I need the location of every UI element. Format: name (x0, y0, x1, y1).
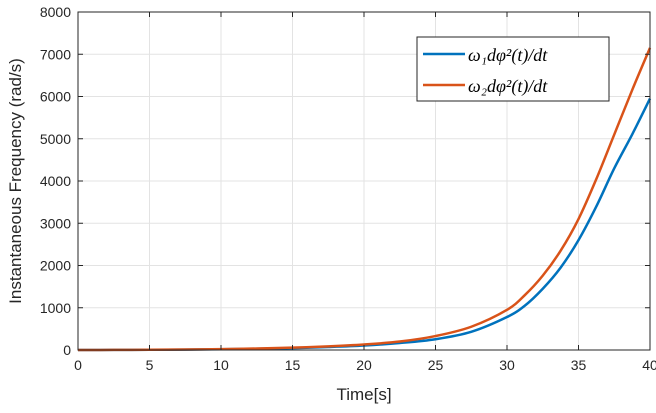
y-tick-label-6: 6000 (40, 89, 71, 105)
y-tick-label-5: 5000 (40, 131, 71, 147)
y-tick-label-7: 7000 (40, 46, 71, 62)
legend-entry-series-1: ω₁dφ²(t)/dt (468, 45, 548, 66)
series-line-2 (77, 47, 652, 352)
ticks (77, 11, 651, 351)
x-tick-label-5: 25 (428, 357, 444, 373)
x-axis-label: Time[s] (336, 385, 391, 404)
y-tick-labels: 0 1000 2000 3000 4000 5000 6000 7000 8000 (40, 4, 71, 358)
x-tick-label-2: 10 (213, 357, 229, 373)
series-lines (77, 47, 652, 352)
x-tick-label-6: 30 (499, 357, 515, 373)
y-tick-label-3: 3000 (40, 215, 71, 231)
x-tick-label-4: 20 (356, 357, 372, 373)
y-axis-label: Instantaneous Frequency (rad/s) (6, 58, 25, 304)
x-tick-label-3: 15 (285, 357, 301, 373)
legend: ω₁dφ²(t)/dt ω₂dφ²(t)/dt (416, 36, 610, 102)
y-tick-label-0: 0 (63, 342, 71, 358)
x-tick-label-8: 40 (642, 357, 656, 373)
x-tick-labels: 0 5 10 15 20 25 30 35 40 (74, 357, 656, 373)
x-tick-label-1: 5 (146, 357, 154, 373)
x-tick-label-0: 0 (74, 357, 82, 373)
legend-box (416, 36, 610, 102)
legend-entry-series-2: ω₂dφ²(t)/dt (468, 76, 548, 97)
y-tick-label-4: 4000 (40, 173, 71, 189)
y-tick-label-2: 2000 (40, 258, 71, 274)
x-tick-label-7: 35 (571, 357, 587, 373)
y-tick-label-8: 8000 (40, 4, 71, 20)
y-tick-label-1: 1000 (40, 300, 71, 316)
